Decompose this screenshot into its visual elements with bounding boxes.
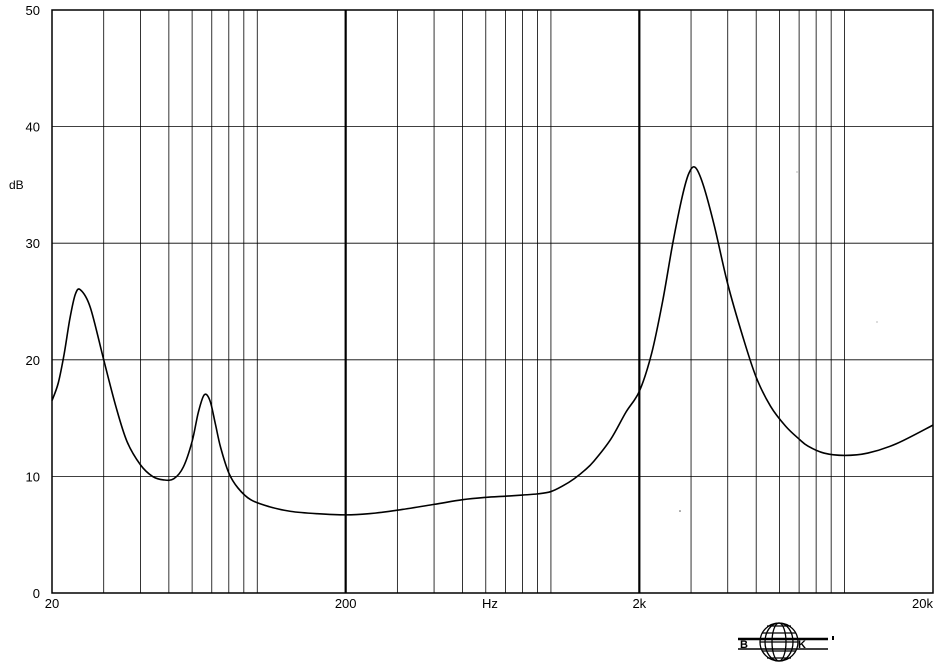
x-tick-label: 20: [45, 596, 59, 611]
y-tick-label: 50: [26, 3, 40, 18]
plot-frame: [51, 9, 934, 594]
speck-1: [679, 510, 681, 512]
logo-letter-b: B: [740, 639, 748, 651]
x-tick-label: 20k: [912, 596, 933, 611]
globe-icon: [759, 622, 799, 662]
response-curve: [51, 166, 934, 516]
x-axis-label: Hz: [482, 596, 498, 611]
y-axis-label: dB: [9, 178, 24, 192]
x-tick-label: 2k: [632, 596, 646, 611]
logo-dot: [832, 636, 834, 640]
y-tick-label: 10: [26, 469, 40, 484]
y-tick-label: 0: [33, 586, 40, 601]
y-tick-label: 20: [26, 353, 40, 368]
speck-2: [876, 321, 878, 323]
x-tick-label: 200: [335, 596, 357, 611]
y-tick-labels: 0 10 20 30 40 50: [26, 3, 40, 601]
y-tick-label: 40: [26, 120, 40, 135]
y-tick-label: 30: [26, 236, 40, 251]
speck-3: [796, 171, 798, 173]
bk-logo: B K: [738, 622, 834, 662]
x-tick-labels: 20 200 2k 20k: [45, 596, 934, 611]
logo-letter-k: K: [798, 639, 806, 651]
